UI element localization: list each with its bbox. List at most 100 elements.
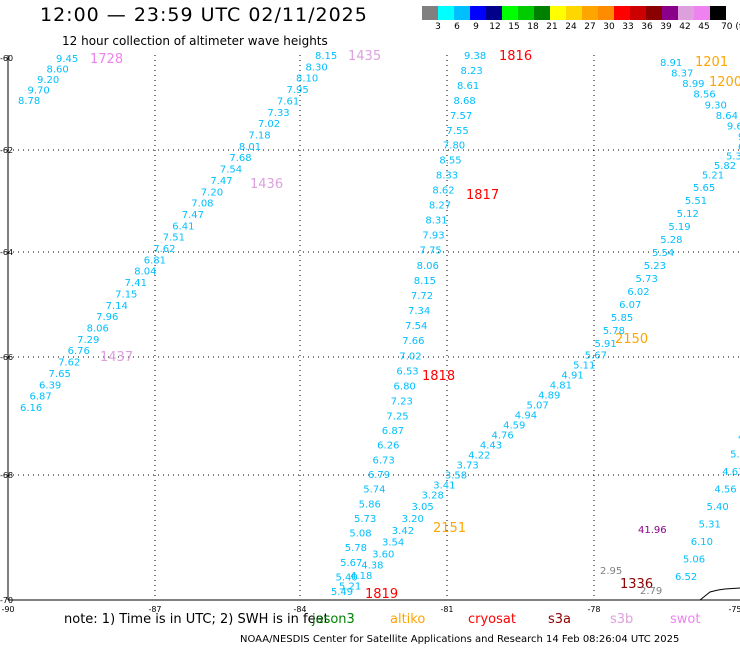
wave-height-value: 8.68: [453, 96, 475, 107]
legend-swatch: [470, 6, 486, 20]
wave-height-value: 5.73: [636, 274, 658, 285]
wave-height-value: 4.43: [480, 441, 502, 452]
wave-height-value: 8.01: [239, 142, 261, 153]
wave-height-value: 8.78: [18, 96, 40, 107]
wave-height-value: 5.54: [652, 248, 674, 259]
pass-time-label: 1728: [90, 52, 123, 67]
legend-label: 33: [622, 22, 634, 32]
legend-swatch: [422, 6, 438, 20]
lon-tick-label: -75: [728, 605, 740, 614]
lat-tick-label: -66: [0, 353, 13, 362]
wave-height-value: 3.42: [392, 526, 414, 537]
wave-height-value: 7.80: [443, 141, 465, 152]
wave-height-value: 3.54: [382, 538, 404, 549]
wave-height-value: 6.10: [691, 537, 713, 548]
wave-height-value: 4.81: [550, 381, 572, 392]
wave-height-value: 5.21: [702, 171, 724, 182]
lat-tick-label: -62: [0, 146, 13, 155]
legend-label: 39: [660, 22, 672, 32]
wave-height-value: 9.20: [37, 75, 59, 86]
wave-height-value: 6.81: [144, 255, 166, 266]
wave-height-value: 6.87: [30, 392, 52, 403]
wave-height-value: 2.79: [640, 586, 662, 597]
wave-height-value: 6.53: [396, 366, 418, 377]
wave-height-value: 5.23: [644, 261, 666, 272]
legend-label: 12: [489, 22, 501, 32]
legend-swatch: [438, 6, 454, 20]
wave-height-value: 5.82: [714, 161, 736, 172]
wave-height-value: 5.06: [683, 555, 705, 566]
wave-height-value: 5.21: [339, 581, 361, 592]
pass-time-label: 2150: [615, 332, 648, 347]
wave-height-value: 7.93: [422, 231, 444, 242]
lon-tick-label: -81: [440, 605, 453, 614]
legend-swatch: [630, 6, 646, 20]
wave-height-value: 4.18: [350, 571, 372, 582]
legend-swatch: [566, 6, 582, 20]
wave-height-value: 8.30: [305, 62, 327, 73]
sat-jason3: jason3: [312, 612, 355, 627]
wave-height-value: 4.56: [714, 485, 736, 496]
wave-height-value: 7.41: [125, 278, 147, 289]
wave-height-value: 9.65: [727, 121, 740, 132]
wave-height-value: 7.66: [402, 336, 424, 347]
wave-height-value: 4.8: [738, 432, 740, 443]
pass-time-label: 1437: [100, 350, 133, 365]
wave-height-value: 6.41: [172, 221, 194, 232]
note-text: note: 1) Time is in UTC; 2) SWH is in fe…: [64, 612, 329, 627]
wave-height-value: 8.06: [417, 261, 439, 272]
wave-height-value: 7.33: [267, 108, 289, 119]
wave-height-value: 7.57: [450, 111, 472, 122]
legend-swatch: [694, 6, 710, 20]
wave-height-value: 5.78: [603, 326, 625, 337]
wave-height-value: 3.28: [422, 491, 444, 502]
pass-time-label: 1435: [348, 49, 381, 64]
legend-swatch: [678, 6, 694, 20]
wave-height-value: 9.31: [738, 132, 740, 143]
wave-height-value: 4.89: [538, 391, 560, 402]
wave-height-value: 5.67: [340, 558, 362, 569]
legend-label: 27: [584, 22, 596, 32]
wave-height-value: 5.08: [349, 529, 371, 540]
wave-height-value: 4.91: [561, 371, 583, 382]
wave-height-value: 3.73: [457, 461, 479, 472]
wave-height-value: 5.74: [363, 485, 385, 496]
legend-label: 42: [679, 22, 691, 32]
wave-height-value: 7.54: [405, 321, 427, 332]
legend-label: 24: [565, 22, 577, 32]
legend-swatch: [486, 6, 502, 20]
wave-height-value: 7.62: [58, 358, 80, 369]
wave-height-value: 5.78: [345, 543, 367, 554]
wave-height-value: 7.51: [163, 233, 185, 244]
lat-tick-label: -60: [0, 54, 13, 63]
pass-time-label: 1436: [250, 177, 283, 192]
legend-label: 3: [435, 22, 441, 32]
wave-height-value: 8.91: [660, 58, 682, 69]
wave-height-value: 5.22: [730, 450, 740, 461]
wave-height-value: 8.99: [682, 79, 704, 90]
legend-swatch: [598, 6, 614, 20]
wave-height-value: 8.27: [429, 201, 451, 212]
lon-tick-label: -84: [293, 605, 306, 614]
lat-tick-label: -64: [0, 248, 13, 257]
wave-height-value: 9.30: [705, 100, 727, 111]
legend-label: 30: [603, 22, 615, 32]
sat-altiko: altiko: [390, 612, 426, 627]
wave-height-value: 7.61: [277, 96, 299, 107]
wave-height-value: 5.40: [336, 573, 358, 584]
wave-height-value: 8.60: [47, 65, 69, 76]
wave-height-value: 6.87: [382, 426, 404, 437]
legend-label: 6: [454, 22, 460, 32]
pass-time-label: 1819: [365, 587, 398, 602]
wave-height-value: 7.68: [229, 153, 251, 164]
wave-height-value: 8.10: [296, 74, 318, 85]
wave-height-value: 6.26: [377, 441, 399, 452]
wave-height-value: 7.18: [248, 130, 270, 141]
wave-height-value: 9.38: [464, 51, 486, 62]
wave-height-value: 6.73: [373, 455, 395, 466]
legend-swatch: [502, 6, 518, 20]
wave-height-value: 6.16: [20, 403, 42, 414]
wave-height-value: 7.23: [391, 397, 413, 408]
wave-height-value: 4.76: [491, 431, 513, 442]
legend-swatch: [454, 6, 470, 20]
